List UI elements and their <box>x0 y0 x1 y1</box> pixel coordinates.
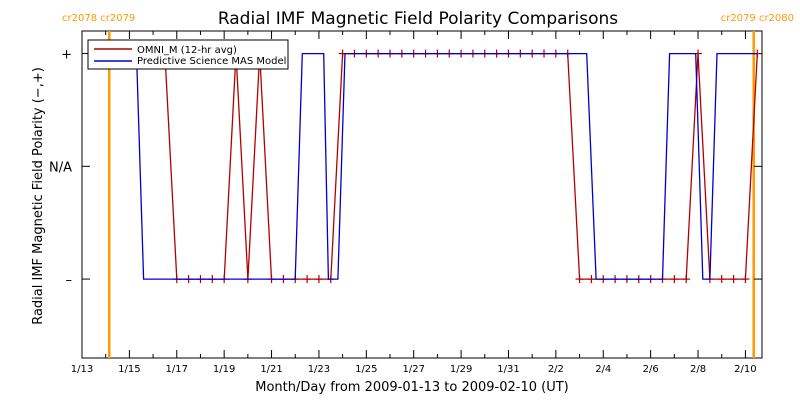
x-tick-label: 1/29 <box>450 364 472 375</box>
x-tick-label: 1/21 <box>260 364 282 375</box>
x-tick-label: 1/17 <box>166 364 188 375</box>
x-tick-label: 2/2 <box>548 364 564 375</box>
y-tick-label: N/A <box>49 160 72 175</box>
x-tick-label: 1/13 <box>71 364 93 375</box>
x-tick-label: 1/25 <box>355 364 377 375</box>
x-tick-label: 1/23 <box>308 364 330 375</box>
omni-data-point <box>717 275 726 284</box>
omni-data-point <box>314 275 323 284</box>
x-tick-label: 2/6 <box>643 364 659 375</box>
y-tick-label: + <box>61 48 72 63</box>
x-tick-label: 1/27 <box>402 364 424 375</box>
legend-box <box>87 39 289 70</box>
carrington-rotation-lines <box>107 31 755 358</box>
omni-data-point <box>303 275 312 284</box>
omni-series-line <box>105 52 758 280</box>
omni-data-point <box>741 275 750 284</box>
mas-series-line <box>105 52 758 280</box>
omni-data-point <box>587 275 596 284</box>
x-tick-label: 2/8 <box>690 364 706 375</box>
omni-data-point <box>682 275 691 284</box>
omni-data-point <box>575 275 584 284</box>
legend-label-mas: Predictive Science MAS Model <box>137 56 286 67</box>
carrington-rotation-labels: cr2078 cr2079 cr2079 cr2080 <box>62 13 794 24</box>
x-tick-label: 1/15 <box>118 364 140 375</box>
carrington-rotation-label: cr2079 cr2080 <box>721 13 794 24</box>
x-tick-label: 2/10 <box>734 364 756 375</box>
y-axis-label: Radial IMF Magnetic Field Polarity (−,+) <box>31 67 46 325</box>
series-layer <box>101 49 762 284</box>
legend: OMNI_M (12-hr avg) Predictive Science MA… <box>87 39 289 70</box>
x-axis-label: Month/Day from 2009-01-13 to 2009-02-10 … <box>255 380 568 395</box>
y-axis-ticks: + N/A – <box>49 48 762 288</box>
carrington-rotation-label: cr2078 cr2079 <box>62 13 135 24</box>
x-axis-ticks: 1/13 1/15 1/17 1/19 1/21 1/23 1/25 1/27 1/29 1/31… <box>71 31 757 375</box>
x-tick-label: 1/31 <box>497 364 519 375</box>
chart-title: Radial IMF Magnetic Field Polarity Compa… <box>218 9 618 29</box>
omni-data-point <box>729 275 738 284</box>
legend-label-omni: OMNI_M (12-hr avg) <box>137 45 237 56</box>
x-tick-label: 1/19 <box>213 364 235 375</box>
omni-data-point <box>670 275 679 284</box>
y-tick-label: – <box>66 273 73 288</box>
plot-frame <box>81 30 763 359</box>
x-tick-label: 2/4 <box>595 364 611 375</box>
